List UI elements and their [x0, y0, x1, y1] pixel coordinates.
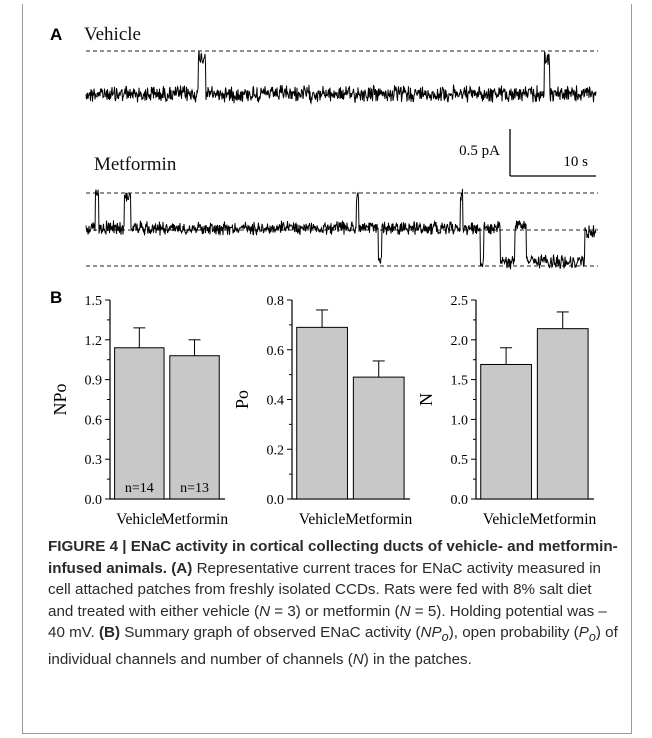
vehicle-trace-label: Vehicle [84, 24, 141, 45]
y-tick-label: 0.0 [85, 493, 103, 508]
po-chart: 0.0 0.2 0.4 0.6 0.8 Po Vehicle Metformin [232, 294, 413, 528]
y-tick-label: 1.2 [85, 334, 103, 349]
figure-caption: FIGURE 4 | ENaC activity in cortical col… [48, 536, 618, 671]
y-tick-label: 2.5 [451, 294, 469, 309]
n-chart: 0.0 0.5 1.0 1.5 2.0 2.5 N Vehicle Metformin [416, 294, 597, 528]
y-tick-label: 0.9 [85, 374, 103, 389]
bar-metformin [169, 355, 220, 500]
bar-n-label: n=14 [125, 481, 154, 496]
scale-bar: 0.5 pA 10 s [459, 129, 596, 177]
caption-b-text-1: Summary graph of observed ENaC activity … [120, 624, 421, 642]
bar-metformin [536, 328, 589, 500]
x-category-label: Metformin [345, 511, 412, 528]
caption-o-subscript: o [588, 630, 596, 645]
y-tick-label: 0.3 [85, 453, 103, 468]
caption-o-subscript: o [441, 630, 449, 645]
bar-vehicle [480, 363, 532, 500]
caption-a-text-3: = 5). Holding potential was –40 mV. [48, 602, 607, 642]
caption-a-text-2: = 3) or metformin ( [270, 602, 400, 620]
panel-a-letter: A [50, 25, 62, 44]
y-tick-label: 1.5 [451, 374, 469, 389]
y-tick-label: 0.6 [85, 413, 103, 428]
caption-b-text-2: ), open probability ( [448, 624, 579, 642]
caption-po-symbol: P [578, 624, 589, 642]
bar-metformin [352, 376, 405, 500]
y-tick-label: 0.0 [267, 493, 285, 508]
y-tick-label: 0.5 [451, 453, 469, 468]
y-axis-label: N [416, 393, 436, 406]
caption-b-text-4: ) in the patches. [363, 651, 472, 668]
caption-b-text-3: ) of individual channels and number of c… [48, 624, 618, 668]
scale-time-label: 10 s [563, 154, 588, 170]
y-axis-label: Po [232, 390, 252, 409]
caption-a-text-1: Representative current traces for ENaC a… [48, 559, 601, 620]
scale-current-label: 0.5 pA [459, 143, 500, 159]
y-tick-label: 1.5 [85, 294, 103, 309]
y-tick-label: 2.0 [451, 334, 469, 349]
y-tick-label: 0.4 [267, 394, 285, 409]
vehicle-current-trace [85, 50, 597, 105]
caption-title: FIGURE 4 | ENaC activity in cortical col… [48, 538, 618, 577]
y-tick-label: 1.0 [451, 413, 469, 428]
metformin-trace-label: Metformin [94, 154, 177, 175]
x-category-label: Vehicle [483, 511, 530, 528]
panel-b-letter: B [50, 288, 62, 307]
x-category-label: Vehicle [299, 511, 346, 528]
y-axis-label: NPo [50, 383, 70, 415]
y-tick-label: 0.2 [267, 443, 285, 458]
bar-n-label: n=13 [180, 481, 209, 496]
npo-chart: 0.0 0.3 0.6 0.9 1.2 1.5 NPo Vehicle n=14 Metformi… [50, 294, 228, 528]
caption-n-symbol: N [399, 602, 411, 620]
caption-npo-symbol: NP [420, 624, 442, 642]
x-category-label: Metformin [161, 511, 228, 528]
bar-vehicle [114, 347, 165, 500]
caption-n-symbol: N [259, 602, 271, 620]
y-tick-label: 0.0 [451, 493, 469, 508]
x-category-label: Metformin [529, 511, 596, 528]
caption-a-ref: (A) [171, 559, 193, 577]
caption-b-ref: (B) [98, 624, 121, 642]
y-tick-label: 0.6 [267, 344, 285, 359]
x-category-label: Vehicle [116, 511, 163, 528]
caption-n-symbol: N [352, 651, 364, 668]
y-tick-label: 0.8 [267, 294, 285, 309]
bar-vehicle [296, 326, 348, 500]
metformin-current-trace [85, 188, 597, 270]
